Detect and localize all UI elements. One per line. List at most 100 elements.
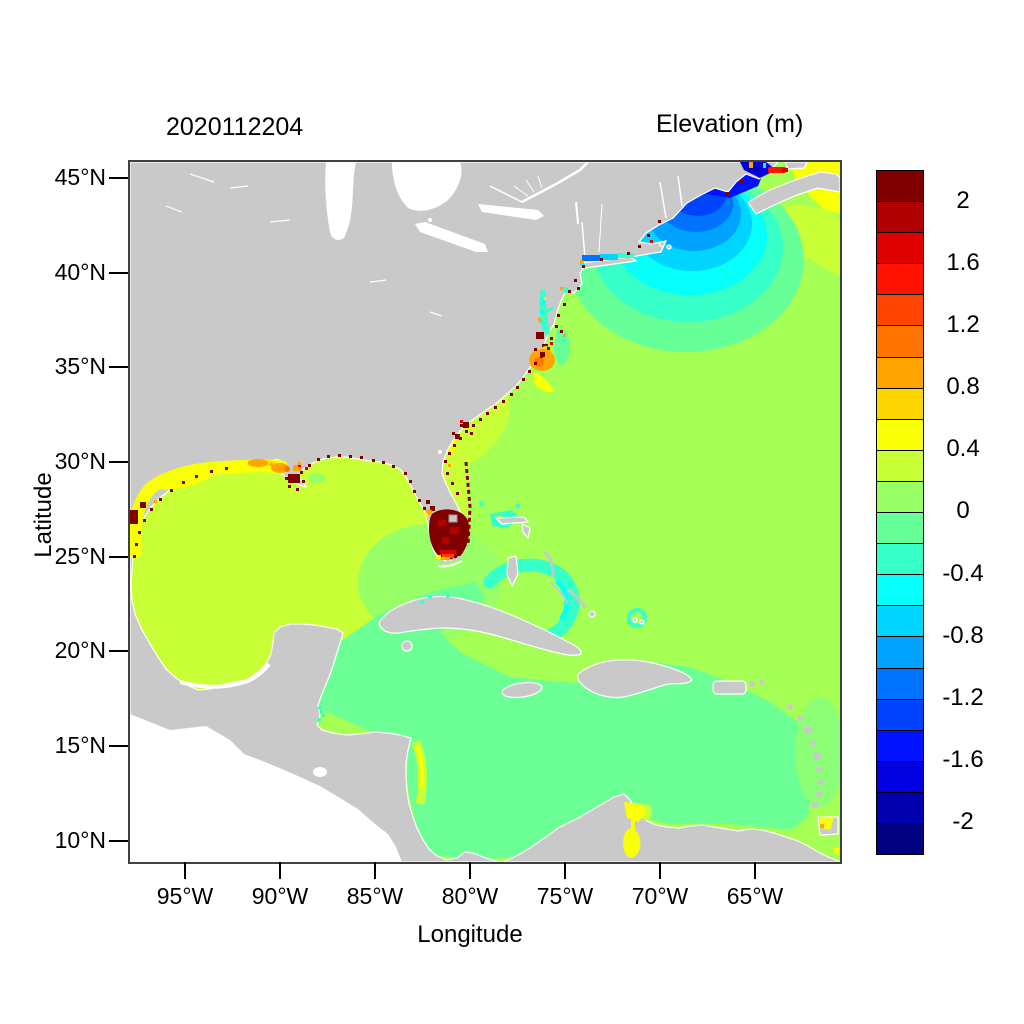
- exuma-land: [549, 581, 569, 605]
- ottawa-river: [489, 185, 523, 203]
- y-tick-label: 40°N: [54, 258, 106, 285]
- lake-erie-white: [415, 222, 488, 252]
- lake-michigan-white: [325, 162, 356, 240]
- x-tick-mark: [564, 862, 566, 879]
- colorbar-segment: [877, 575, 923, 607]
- lake-maracaibo-yellow: [623, 828, 641, 858]
- colorbar-segment: [877, 699, 923, 731]
- x-tick-mark: [754, 862, 756, 879]
- colorbar-segment: [877, 637, 923, 669]
- nova-scotia-land: [747, 171, 840, 215]
- colorbar-segment: [877, 730, 923, 762]
- colorbar-title: Elevation (m): [656, 110, 804, 138]
- y-tick-mark: [109, 650, 128, 653]
- colorbar-tick-label: 2: [956, 187, 970, 214]
- colorbar-segment: [877, 792, 923, 824]
- colorbar-tick-label: -0.8: [942, 621, 984, 649]
- colorbar-segment: [877, 544, 923, 576]
- colorbar-segment: [877, 481, 923, 514]
- x-tick-label: 85°W: [346, 883, 404, 909]
- colorbar-segment: [877, 326, 923, 358]
- colorbar-tick-label: -1.6: [942, 745, 984, 773]
- y-tick-mark: [109, 271, 128, 274]
- colorbar-segment: [877, 450, 923, 482]
- campeche-coast-gap: [179, 662, 271, 689]
- colorbar-tick-label: 0.8: [946, 373, 980, 401]
- colorbar-tick-label: -1.2: [942, 683, 984, 711]
- colorbar-segment: [877, 668, 923, 700]
- x-tick-mark: [279, 862, 281, 879]
- x-tick-label: 95°W: [156, 883, 214, 909]
- cape-cod-islands: [658, 240, 666, 248]
- y-tick-label: 45°N: [54, 164, 106, 190]
- isla-juventud-land: [401, 640, 413, 652]
- lake-ontario-white: [478, 204, 544, 220]
- lake-champlain: [575, 201, 579, 225]
- x-tick-mark: [374, 862, 376, 879]
- jamaica-land: [501, 681, 543, 699]
- y-tick-mark: [109, 555, 128, 558]
- rivers-white: [165, 162, 683, 689]
- colorbar-segment: [877, 606, 923, 638]
- coastal-red-patches: [455, 352, 545, 439]
- colorbar-segment: [877, 357, 923, 389]
- minas-basin-red-streak: [768, 167, 786, 173]
- colorbar-segment: [877, 295, 923, 327]
- map-plot: [128, 160, 842, 864]
- chesapeake-bay-detail: [536, 287, 569, 350]
- pei-land: [784, 162, 808, 170]
- pacific-ocean-white: [130, 714, 402, 862]
- lesser-antilles-land: [749, 679, 824, 809]
- y-tick-label: 15°N: [54, 731, 106, 758]
- hudson-river: [581, 221, 586, 259]
- x-tick-label: 70°W: [631, 883, 689, 909]
- gulf-of-fonseca-white: [313, 767, 327, 777]
- x-tick-mark: [469, 862, 471, 879]
- y-tick-label: 25°N: [54, 542, 106, 569]
- colorbar-segment: [877, 264, 923, 296]
- x-tick-label: 75°W: [536, 883, 594, 909]
- gulf-coast-band-detail: [130, 459, 301, 559]
- long-island-bahamas-land: [567, 588, 587, 609]
- bay-of-fundy-detail: [740, 162, 788, 178]
- y-tick-label: 10°N: [54, 826, 106, 853]
- y-tick-label: 35°N: [54, 353, 106, 380]
- lake-okeechobee: [448, 514, 458, 523]
- y-tick-mark: [109, 744, 128, 747]
- south-florida-flood-detail: [424, 461, 472, 564]
- grand-bahama-land: [494, 516, 530, 525]
- y-tick-mark: [109, 366, 128, 369]
- florida-keys-gap: [437, 560, 463, 568]
- east-caribbean-band: [795, 697, 840, 807]
- marsh-speckles: [133, 180, 743, 558]
- colorbar-segment: [877, 388, 923, 420]
- eleuthera-land: [543, 550, 555, 579]
- colorbar-segment: [877, 171, 923, 203]
- x-tick-mark: [184, 862, 186, 879]
- colorbar-tick-label: 0.4: [946, 435, 980, 463]
- colorbar-segment: [877, 202, 923, 234]
- y-tick-mark: [109, 839, 128, 842]
- x-tick-label: 80°W: [441, 883, 499, 909]
- figure-title: 2020112204: [166, 113, 304, 141]
- elevation-map: [130, 162, 840, 862]
- colorbar-segment: [877, 233, 923, 265]
- st-lawrence-river: [521, 162, 589, 204]
- hispaniola-land: [576, 659, 693, 699]
- colorbar-tick-label: -0.4: [942, 559, 984, 587]
- y-tick-mark: [109, 177, 128, 179]
- colorbar-tick-label: 0: [956, 497, 970, 525]
- colorbar-segment: [877, 823, 923, 855]
- x-tick-label: 65°W: [726, 883, 784, 909]
- caribbean-water: [315, 582, 812, 860]
- colorbar-segment: [877, 513, 923, 545]
- colorbar-tick-label: 1.6: [946, 249, 980, 277]
- y-tick-mark: [109, 460, 128, 463]
- colorbar-segment: [877, 419, 923, 451]
- no-data-white: [130, 162, 544, 862]
- colorbar-segment: [877, 761, 923, 793]
- andros-land: [506, 555, 519, 588]
- puerto-rico-land: [712, 680, 747, 695]
- colorbar-tick-label: 1.2: [946, 311, 980, 339]
